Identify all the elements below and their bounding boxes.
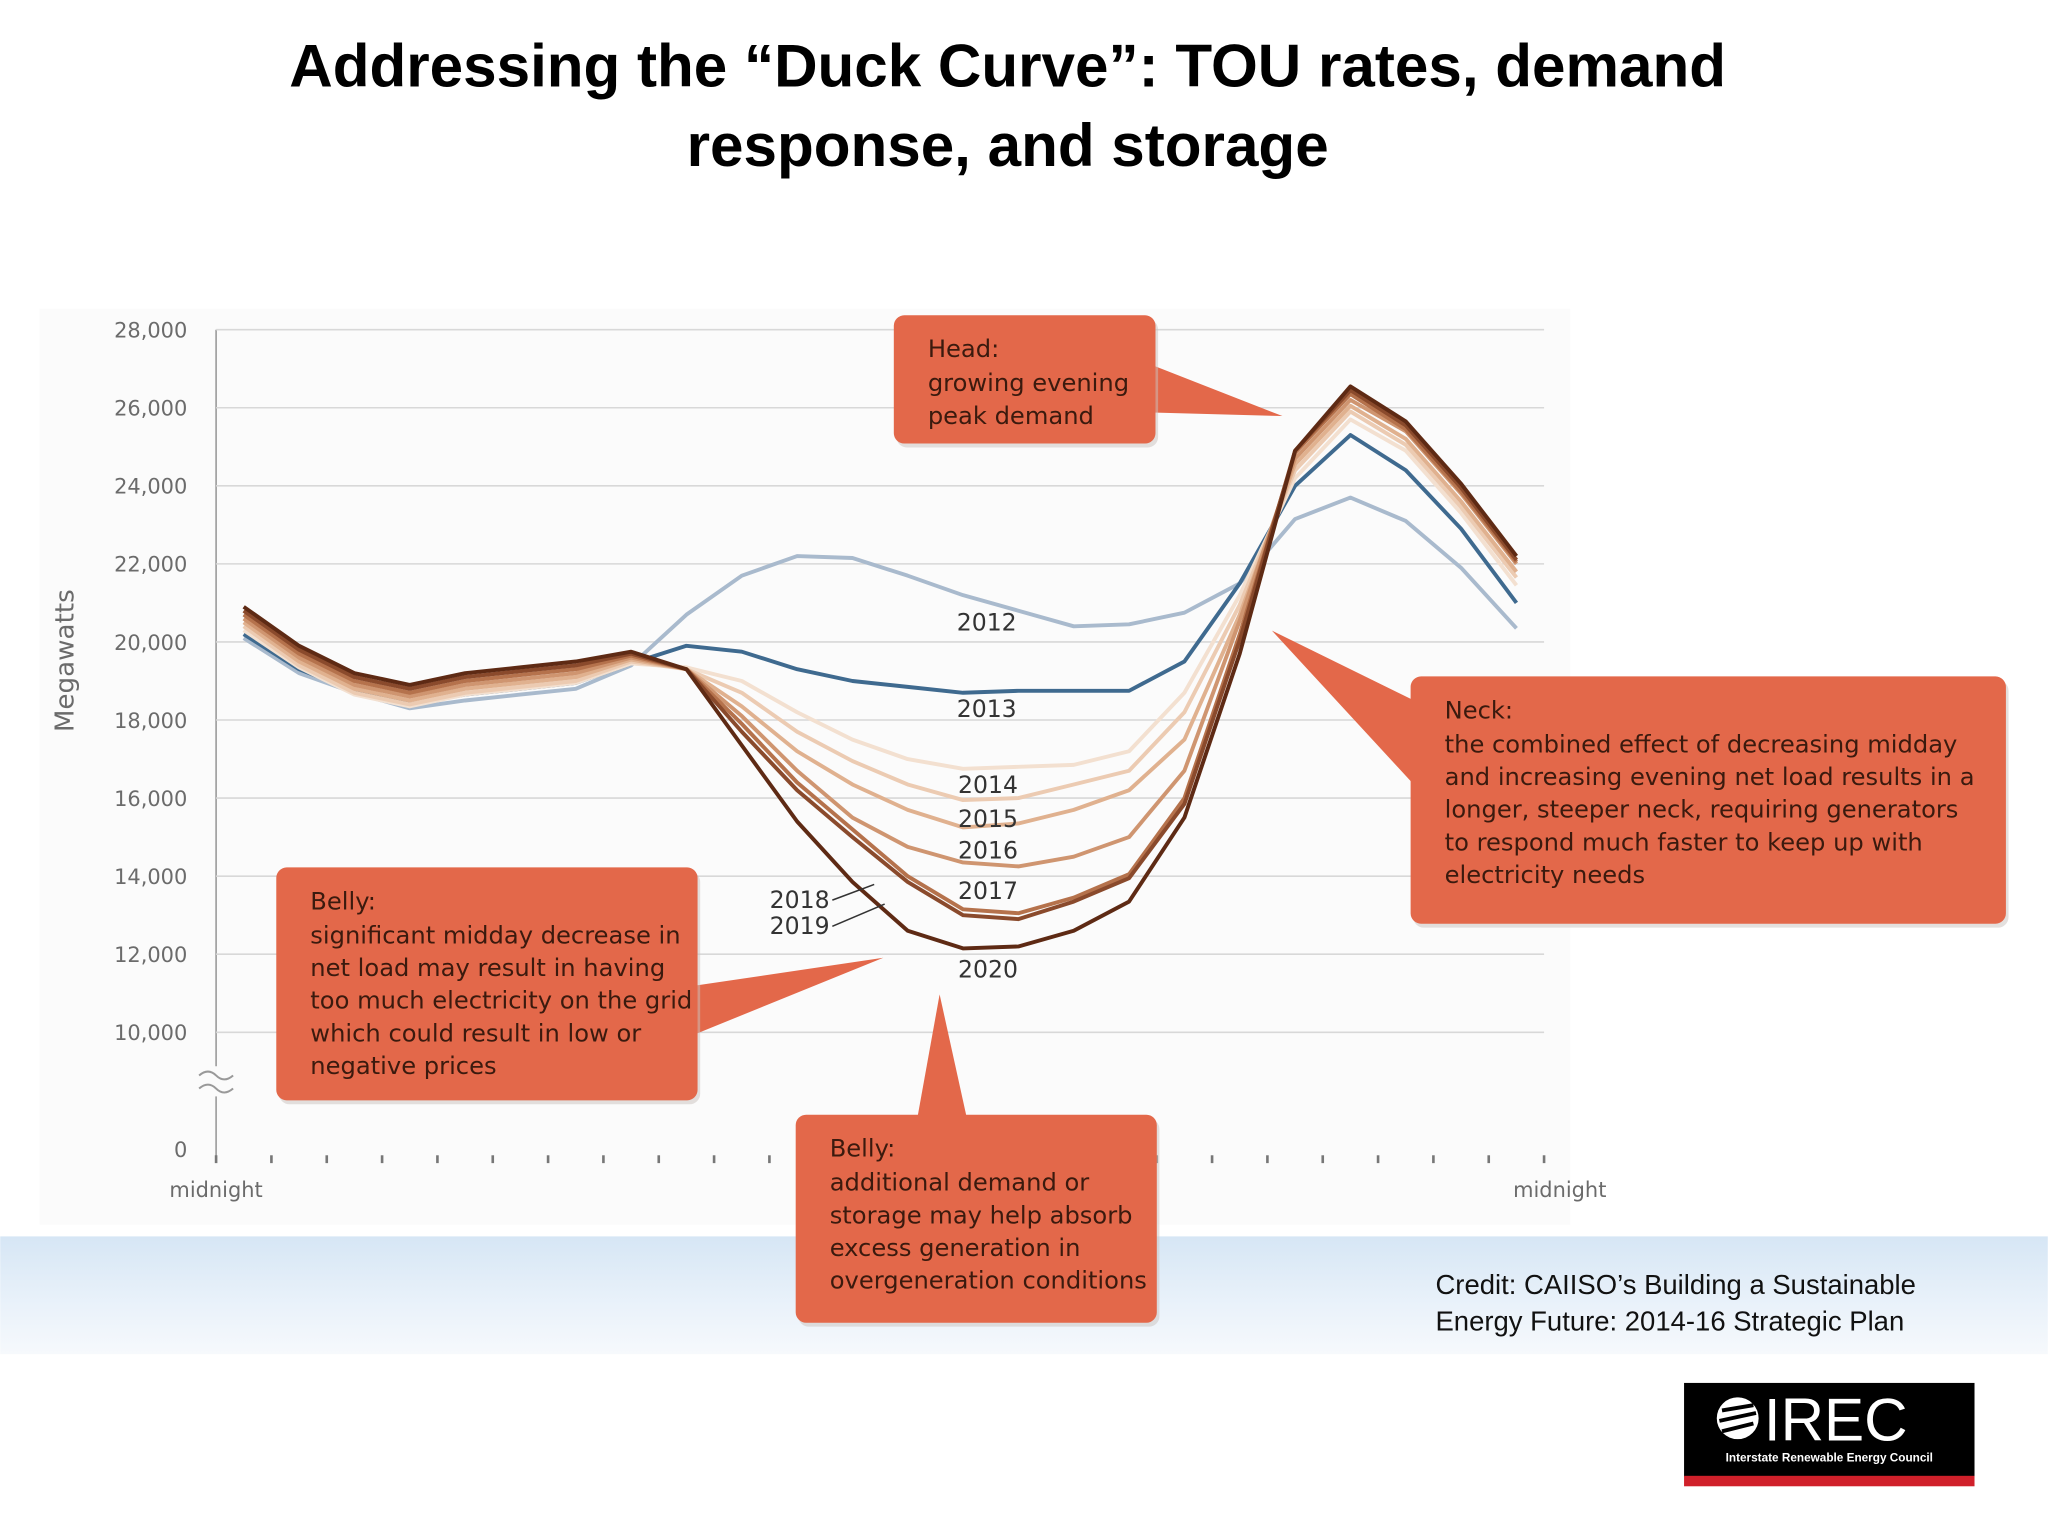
x-tick-label: midnight	[1513, 1178, 1606, 1202]
series-line	[242, 403, 1519, 830]
logo-name: IREC	[1764, 1386, 1908, 1453]
series-label: 2012	[957, 609, 1017, 637]
callout-text: peak demand	[928, 402, 1094, 430]
logo: IREC Interstate Renewable Energy Council	[1684, 1382, 1975, 1487]
logo-full-name: Interstate Renewable Energy Council	[1726, 1451, 1933, 1464]
series-label: 2014	[958, 771, 1018, 799]
slide-title: response, and storage	[687, 112, 1329, 179]
logo-icon-lines	[1718, 1403, 1757, 1434]
series-label: 2013	[957, 695, 1017, 723]
logo-strip	[1684, 1475, 1975, 1487]
callout-text: and increasing evening net load results …	[1445, 763, 1975, 791]
callout-title: Belly:	[310, 887, 376, 915]
callout-text: overgeneration conditions	[830, 1267, 1147, 1295]
series-line	[242, 397, 1519, 869]
leader-line	[832, 903, 885, 928]
callout-text: net load may result in having	[310, 954, 665, 982]
callout-pointer	[1271, 630, 1427, 799]
callouts: Head: growing evening peak demand Neck: the …	[276, 315, 2009, 1327]
callout-box	[893, 315, 1156, 444]
y-tick-label: 22,000	[114, 553, 187, 577]
callout-text: too much electricity on the grid	[310, 987, 692, 1015]
plot: midnight midnight 0 10,000 12,000 14,000 16,00…	[114, 319, 1606, 1203]
y-tick-label: 26,000	[114, 397, 187, 421]
callout-text: storage may help absorb	[830, 1201, 1133, 1229]
series-label: 2016	[958, 836, 1018, 864]
series-label: 2019	[770, 912, 830, 940]
callout-pointer	[916, 994, 969, 1126]
series-label: 2020	[958, 955, 1018, 983]
callout-title: Belly:	[830, 1135, 896, 1163]
y-tick-label: 0	[174, 1138, 187, 1162]
y-tick-label: 20,000	[114, 631, 187, 655]
y-tick-label: 12,000	[114, 943, 187, 967]
y-tick-label: 24,000	[114, 475, 187, 499]
y-tick-label: 28,000	[114, 319, 187, 343]
callout-text: to respond much faster to keep up with	[1445, 828, 1923, 856]
callout-box	[276, 867, 698, 1101]
x-tick-label: midnight	[169, 1178, 262, 1202]
series-line	[242, 495, 1518, 711]
y-axis-label: Megawatts	[50, 589, 80, 732]
callout-text: significant midday decrease in	[310, 921, 680, 949]
callout-text: which could result in low or	[310, 1019, 641, 1047]
callout-text: electricity needs	[1445, 861, 1645, 889]
y-tick-label: 16,000	[114, 787, 187, 811]
y-tick-label: 10,000	[114, 1021, 187, 1045]
leader-line	[832, 883, 875, 901]
series-label: 2018	[770, 886, 830, 914]
credit: Credit: CAIISO’s Building a Sustainable	[1435, 1269, 1915, 1300]
callout-text: growing evening	[928, 369, 1129, 397]
callout-pointer	[680, 957, 884, 1041]
y-tick-label: 18,000	[114, 709, 187, 733]
callout-text: excess generation in	[830, 1234, 1081, 1262]
axis-break	[198, 1070, 234, 1094]
slide-title: Addressing the “Duck Curve”: TOU rates, …	[289, 32, 1726, 99]
callout-title: Neck:	[1445, 696, 1513, 724]
callout-box	[1410, 676, 2006, 924]
y-tick-label: 14,000	[114, 865, 187, 889]
callout-pointer	[1138, 359, 1283, 417]
callout-text: additional demand or	[830, 1169, 1090, 1197]
callout-text: negative prices	[310, 1052, 496, 1080]
series-line	[242, 409, 1519, 803]
callout-title: Head:	[928, 335, 999, 363]
credit: Energy Future: 2014-16 Strategic Plan	[1435, 1306, 1904, 1337]
callout-text: longer, steeper neck, requiring generato…	[1445, 796, 1959, 824]
series-label: 2015	[958, 805, 1018, 833]
callout-box	[795, 1114, 1157, 1323]
callout-text: the combined effect of decreasing midday	[1445, 730, 1958, 758]
series-label: 2017	[958, 877, 1018, 905]
